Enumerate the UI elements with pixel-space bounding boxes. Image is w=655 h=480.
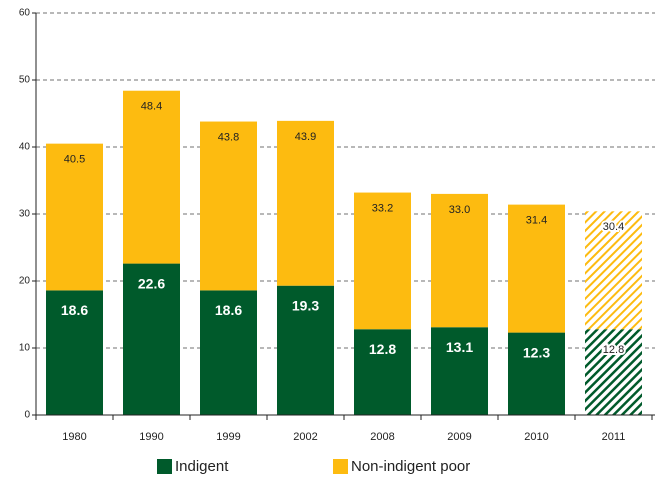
bar-segment <box>508 204 565 333</box>
total-label: 31.4 <box>526 215 547 227</box>
bar-segment <box>354 192 411 330</box>
y-tick-label: 40 <box>19 142 31 153</box>
data-label: 18.6 <box>61 302 88 318</box>
x-tick-label: 2009 <box>447 431 471 443</box>
total-label: 30.4 <box>603 221 624 233</box>
x-tick-label: 2010 <box>524 431 548 443</box>
data-label: 12.3 <box>523 344 550 360</box>
total-label: 48.4 <box>141 101 162 113</box>
x-tick-label: 2002 <box>293 431 317 443</box>
x-tick-label: 1990 <box>139 431 163 443</box>
bar-segment <box>585 211 642 330</box>
data-label: 22.6 <box>138 275 165 291</box>
bar-segment <box>277 285 334 415</box>
x-tick-label: 1999 <box>216 431 240 443</box>
data-label: 12.8 <box>369 341 396 357</box>
y-tick-label: 60 <box>19 8 31 19</box>
bar-segment <box>431 193 488 328</box>
total-label: 40.5 <box>64 154 85 166</box>
x-tick-label: 1980 <box>62 431 86 443</box>
y-tick-label: 20 <box>19 276 31 287</box>
bar-segment <box>354 329 411 415</box>
bar-segment <box>46 143 103 291</box>
legend-label: Indigent <box>175 458 229 475</box>
bar-segment <box>277 120 334 286</box>
legend-swatch <box>333 459 348 474</box>
bar-segment <box>123 263 180 415</box>
legend-swatch <box>157 459 172 474</box>
bar-segment <box>123 90 180 264</box>
bar-segment <box>200 290 257 415</box>
y-tick-label: 50 <box>19 75 31 86</box>
data-label: 18.6 <box>215 302 242 318</box>
x-tick-label: 2011 <box>602 431 626 443</box>
total-label: 33.2 <box>372 202 393 214</box>
data-label: 12.8 <box>603 344 624 356</box>
y-tick-label: 10 <box>19 343 31 354</box>
total-label: 43.9 <box>295 131 316 143</box>
bar-segment <box>200 121 257 291</box>
bar-segment <box>431 327 488 415</box>
x-tick-label: 2008 <box>370 431 394 443</box>
bar-segment <box>46 290 103 415</box>
y-tick-label: 30 <box>19 209 31 220</box>
data-label: 19.3 <box>292 297 319 313</box>
bar-segment <box>585 329 642 415</box>
data-label: 13.1 <box>446 339 473 355</box>
total-label: 33.0 <box>449 204 470 216</box>
y-tick-label: 0 <box>24 410 30 421</box>
total-label: 43.8 <box>218 131 239 143</box>
bar-segment <box>508 332 565 415</box>
legend-label: Non-indigent poor <box>351 458 470 475</box>
